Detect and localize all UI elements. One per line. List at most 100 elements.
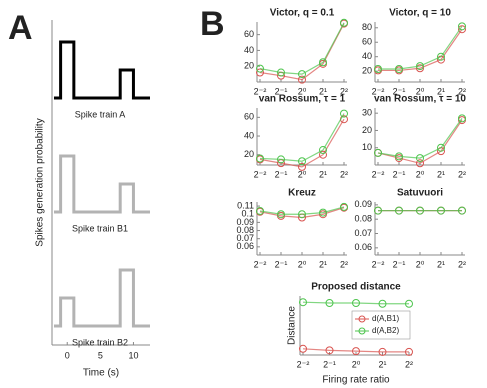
x-tick-label: 10	[128, 350, 138, 360]
point	[437, 206, 445, 215]
point	[298, 75, 306, 84]
point	[325, 346, 334, 355]
series-line	[259, 23, 345, 81]
point	[298, 157, 306, 166]
point	[340, 109, 348, 118]
y-tick-label: 10	[362, 142, 372, 152]
x-tick-label: 2¹	[319, 259, 327, 269]
point	[374, 206, 382, 215]
point	[277, 155, 285, 164]
point	[416, 206, 424, 215]
point	[256, 154, 264, 163]
chart-title: Victor, q = 0.1	[270, 8, 335, 19]
y-tick-label: 0.09	[354, 199, 372, 209]
x-tick-label: 2²	[340, 86, 348, 96]
spike-train	[53, 154, 150, 214]
x-tick-label: 2⁰	[298, 259, 307, 269]
y-tick-label: 0.08	[354, 214, 372, 224]
x-tick-label: 2⁻²	[372, 86, 385, 96]
point	[416, 154, 424, 163]
y-tick-label: 0.07	[236, 233, 254, 243]
series-line	[378, 25, 463, 70]
x-tick-label: 2⁰	[352, 359, 361, 369]
x-tick-label: 2⁰	[416, 86, 425, 96]
point	[340, 18, 348, 27]
y-tick-label: 20	[244, 61, 254, 71]
x-tick-label: 2¹	[437, 86, 445, 96]
x-tick-label: 2⁰	[298, 86, 307, 96]
point	[299, 344, 307, 353]
x-tick-label: 2⁻²	[297, 359, 310, 369]
point	[405, 347, 413, 356]
x-tick-label: 2⁻²	[372, 169, 385, 179]
point	[299, 298, 307, 307]
point	[340, 202, 348, 211]
x-tick-label: 2²	[458, 86, 466, 96]
point	[319, 58, 327, 67]
y-tick-label: 20	[362, 125, 372, 135]
y-tick-label: 0.07	[354, 228, 372, 238]
y-tick-label: 0.11	[237, 200, 254, 210]
series-line	[259, 206, 345, 215]
legend-label: d(A,B1)	[372, 314, 399, 323]
point	[277, 210, 285, 219]
x-tick-label: 2⁻¹	[275, 169, 288, 179]
series-line	[378, 28, 463, 72]
x-tick-label: 2⁰	[416, 259, 425, 269]
x-tick-label: 2²	[340, 259, 348, 269]
series-line	[259, 118, 345, 168]
y-tick-label: 0.1	[241, 209, 254, 219]
chart-title: Victor, q = 10	[389, 8, 451, 19]
y-tick-label: 0.08	[236, 225, 254, 235]
point	[352, 298, 360, 307]
x-tick-label: 2¹	[319, 86, 327, 96]
y-tick-label: 30	[362, 108, 372, 118]
x-tick-label: 2⁻²	[254, 259, 267, 269]
y-tick-label: 80	[362, 22, 372, 32]
point	[395, 206, 403, 215]
series-line	[377, 118, 463, 159]
x-tick-label: 2⁰	[298, 169, 307, 179]
point	[416, 159, 424, 168]
y-tick-label: 40	[244, 45, 254, 55]
series-line	[259, 22, 345, 75]
trace-label: Spike train B1	[72, 223, 128, 233]
point	[416, 64, 424, 73]
point	[378, 299, 387, 308]
point	[256, 206, 264, 215]
x-tick-label: 2¹	[437, 169, 445, 179]
y-tick-label: 60	[362, 37, 372, 47]
point	[378, 347, 387, 356]
series-line	[259, 113, 345, 162]
point	[325, 298, 334, 307]
x-tick-label: 2⁻²	[254, 169, 267, 179]
point	[395, 64, 403, 73]
point	[319, 150, 327, 159]
x-tick-label: 2²	[405, 359, 413, 369]
legend-marker	[358, 315, 366, 323]
x-tick-label: 2⁻¹	[393, 169, 406, 179]
y-tick-label: 20	[244, 149, 254, 159]
point	[374, 148, 382, 157]
x-tick-label: 2²	[458, 169, 466, 179]
x-tick-label: 2⁻²	[254, 86, 267, 96]
chart-title: Kreuz	[288, 188, 316, 199]
y-tick-label: 20	[362, 66, 372, 76]
point	[405, 299, 413, 308]
y-tick-label: 0.06	[354, 242, 372, 252]
point	[352, 347, 360, 356]
y-tick-label: 0.09	[236, 217, 254, 227]
x-tick-label: 2⁻¹	[275, 259, 288, 269]
y-tick-label: 40	[362, 51, 372, 61]
chart-title: Satuvuori	[397, 188, 443, 199]
x-tick-label: 2⁻²	[372, 259, 385, 269]
trace-label: Spike train A	[75, 109, 126, 119]
chart-title: Proposed distance	[311, 282, 401, 293]
y-tick-label: 0.06	[236, 241, 254, 251]
point	[458, 206, 466, 215]
point	[458, 25, 466, 34]
point	[374, 64, 382, 73]
x-axis-label: Time (s)	[83, 368, 119, 379]
y-tick-label: 40	[244, 130, 254, 140]
